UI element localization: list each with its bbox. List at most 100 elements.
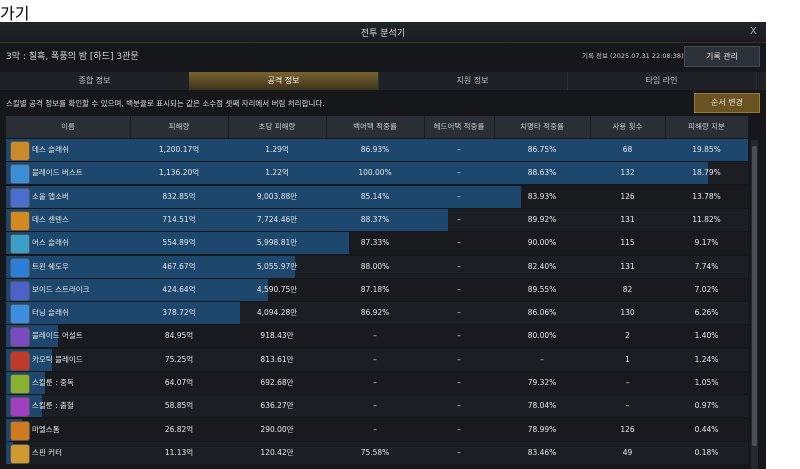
cell-value: 90.00% — [527, 238, 557, 248]
cell-value: – — [457, 214, 461, 224]
cell-value: 0.97% — [694, 401, 719, 411]
cell-value: 13.78% — [692, 191, 721, 201]
skill-name: 카오틱 블레이드 — [32, 354, 83, 364]
cell-value: 86.93% — [360, 145, 390, 154]
cell-value: – — [625, 378, 630, 387]
nav-item[interactable]: 가기 — [0, 4, 30, 23]
cell-value: 87.18% — [360, 284, 390, 294]
cell-value: 86.06% — [527, 308, 557, 318]
cell-value: 0.18% — [694, 447, 719, 457]
skill-icon — [10, 420, 30, 441]
cell-value: 126 — [620, 191, 635, 201]
cell-value: 85.14% — [360, 191, 390, 201]
cell-value: 813.61만 — [260, 354, 294, 364]
cell-value: 0.44% — [694, 424, 719, 434]
damage-share-bar — [6, 255, 296, 278]
skill-icon — [10, 327, 30, 348]
table-row: 터닝 슬래쉬 378.72억 4,094.28만 86.92% – 86.06% 130 6.… — [6, 302, 748, 325]
cell-value: 68 — [622, 145, 633, 154]
scroll-thumb[interactable] — [752, 146, 757, 446]
cell-value: 100.00% — [358, 168, 392, 178]
record-button[interactable]: 기록 관리 — [684, 46, 760, 67]
skill-name: 데스 센텐스 — [32, 214, 69, 224]
damage-share-bar — [6, 185, 522, 208]
column-header: 피해량 — [130, 116, 229, 138]
damage-share-bar — [6, 302, 240, 325]
skill-icon — [10, 257, 30, 278]
cell-value: 467.67억 — [162, 261, 196, 271]
column-header: 초당 피해량 — [228, 116, 327, 138]
cell-value: – — [457, 145, 461, 154]
cell-value: 636.27만 — [260, 401, 294, 411]
table-row: 데스 센텐스 714.51억 7,724.46만 88.37% – 89.92% 131 11… — [6, 208, 748, 231]
table-row: 스킬룬 : 출혈 58.85억 636.27만 – – 78.04% – 0.97% — [6, 395, 748, 418]
skill-icon — [10, 187, 30, 208]
cell-value: 82.40% — [527, 261, 557, 271]
cell-value: 84.95억 — [164, 331, 194, 341]
cell-value: – — [457, 308, 461, 318]
cell-value: 79.32% — [527, 378, 557, 387]
skill-icon — [10, 164, 30, 185]
skill-name: 터닝 슬래쉬 — [32, 308, 69, 318]
cell-value: 26.82억 — [164, 424, 194, 434]
cell-value: – — [373, 331, 377, 341]
tab[interactable]: 지원 정보 — [378, 72, 568, 90]
cell-value: – — [457, 191, 461, 201]
cell-value: 88.63% — [527, 168, 557, 178]
cell-value: 11.82% — [692, 214, 721, 224]
cell-value: 9.17% — [694, 238, 719, 248]
cell-value: 88.00% — [360, 261, 390, 271]
table-row: 스핀 커터 11.13억 120.42만 75.58% – 83.46% 49 0.18% — [6, 441, 748, 464]
order-button[interactable]: 순서 변경 — [694, 93, 760, 113]
cell-value: 7.02% — [694, 284, 719, 294]
window-title: 전투 분석기 — [360, 29, 406, 39]
column-header: 헤드어택 적중률 — [424, 116, 495, 138]
tab[interactable]: 공격 정보 — [189, 72, 379, 90]
skill-icon — [10, 374, 30, 394]
table-row: 마엘스톰 26.82억 290.00만 – – 78.99% 126 0.44% — [6, 418, 748, 441]
cell-value: 4,094.28만 — [256, 308, 298, 318]
cell-value: 1 — [625, 354, 630, 364]
close-button[interactable]: X — [750, 26, 757, 37]
table-body: 데스 슬래쉬 1,200.17억 1.29억 86.93% – 86.75% 68 19.85… — [0, 22, 766, 469]
cell-value: 115 — [620, 238, 635, 248]
cell-value: 86.92% — [360, 308, 390, 318]
cell-value: 78.04% — [527, 401, 557, 411]
cell-value: 82 — [622, 284, 633, 294]
cell-value: 554.89억 — [162, 238, 196, 248]
skill-icon — [10, 443, 30, 464]
damage-share-bar — [6, 139, 748, 161]
cell-value: 832.85억 — [162, 191, 196, 201]
table-row: 스킬룬 : 중독 64.07억 692.68만 – – 79.32% – 1.05% — [6, 372, 748, 394]
cell-value: 5,998.81만 — [256, 238, 298, 248]
tab[interactable]: 타임 라인 — [567, 72, 757, 90]
cell-value: 918.43만 — [260, 331, 294, 341]
cell-value: 83.46% — [527, 447, 557, 457]
info-text: 스킬별 공격 정보를 확인할 수 있으며, 백분율로 표시되는 값은 소수점 셋… — [6, 99, 325, 108]
cell-value: – — [457, 354, 461, 364]
cell-value: 49 — [622, 447, 633, 457]
cell-value: 1.24% — [694, 354, 719, 364]
title-bar: 전투 분석기 X — [0, 22, 766, 43]
raid-name: 3막 : 칠흑, 폭풍의 밤 [하드] 3관문 — [6, 52, 139, 62]
cell-value: – — [457, 447, 461, 457]
table-header: 이름 피해량 초당 피해량 백어택 적중률 헤드어택 적중률 치명타 적중률 사용 횟수 피해… — [6, 116, 749, 138]
skill-name: 스킬룬 : 중독 — [32, 378, 74, 387]
cell-value: 19.85% — [692, 145, 721, 154]
cell-value: 7.74% — [694, 261, 719, 271]
scrollbar[interactable] — [751, 140, 758, 469]
skill-icon — [10, 397, 30, 418]
cell-value: 4,590.75만 — [256, 284, 298, 294]
cell-value: – — [373, 401, 377, 411]
record-info: 기록 정보 (2025.07.31 22:08:38) — [582, 52, 684, 60]
cell-value: 290.00만 — [260, 424, 294, 434]
cell-value: 80.00% — [527, 331, 557, 341]
cell-value: 75.25억 — [164, 354, 194, 364]
column-header: 백어택 적중률 — [326, 116, 425, 138]
skill-name: 스핀 커터 — [32, 447, 62, 457]
skill-icon — [10, 304, 30, 325]
cell-value: – — [457, 261, 461, 271]
cell-value: 11.13억 — [164, 447, 194, 457]
cell-value: 1.22억 — [265, 168, 289, 178]
table-row: 소울 앱소버 832.85억 9,003.88만 85.14% – 83.93% 126 13… — [6, 185, 748, 208]
